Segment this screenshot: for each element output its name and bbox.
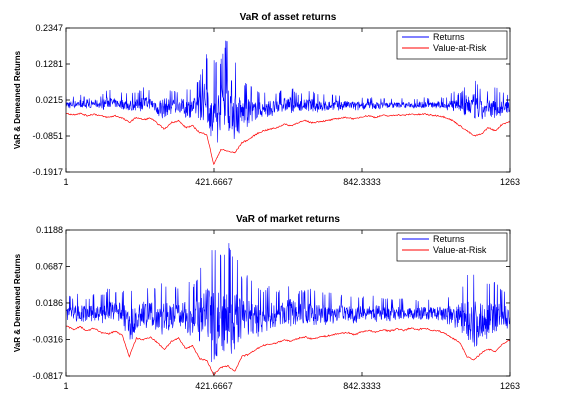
y-axis-label: VaR & Demeaned Returns (13, 253, 22, 352)
legend-label: Value-at-Risk (433, 43, 487, 53)
series-var-line (66, 112, 510, 165)
legend-label: Value-at-Risk (433, 245, 487, 255)
series-returns-line (66, 40, 510, 143)
x-tick-label: 1263 (500, 177, 520, 187)
chart-title: VaR of asset returns (240, 12, 337, 23)
x-tick-label: 1263 (500, 381, 520, 391)
legend-label: Returns (433, 32, 465, 42)
y-tick-label: 0.0215 (35, 95, 63, 105)
x-tick-label: 1 (63, 177, 68, 187)
chart-panel-2: 1 421.6667 842.3333 1263 -0.0817 -0.0316 0.018… (13, 214, 520, 391)
x-tick-label: 1 (63, 381, 68, 391)
x-tick-label: 421.6667 (195, 381, 233, 391)
series-returns-line (66, 243, 510, 363)
y-tick-label: -0.0851 (32, 131, 63, 141)
x-tick-label: 421.6667 (195, 177, 233, 187)
y-tick-label: -0.0817 (32, 371, 63, 381)
y-tick-label: -0.1917 (32, 167, 63, 177)
x-tick-label: 842.3333 (343, 381, 381, 391)
y-tick-label: -0.0316 (32, 335, 63, 345)
y-tick-label: 0.0687 (35, 261, 63, 271)
x-tick-label: 842.3333 (343, 177, 381, 187)
series-var-line (66, 325, 510, 376)
y-tick-label: 0.2347 (35, 23, 63, 33)
y-tick-label: 0.0186 (35, 298, 63, 308)
chart-panel-1: 1 421.6667 842.3333 1263 -0.1917 -0.0851 0.021… (13, 12, 520, 187)
y-axis-label: VaR & Demeaned Returns (13, 50, 22, 149)
y-tick-label: 0.1188 (36, 225, 63, 235)
legend-label: Returns (433, 234, 465, 244)
chart-title: VaR of market returns (236, 214, 340, 225)
y-tick-label: 0.1281 (35, 59, 63, 69)
